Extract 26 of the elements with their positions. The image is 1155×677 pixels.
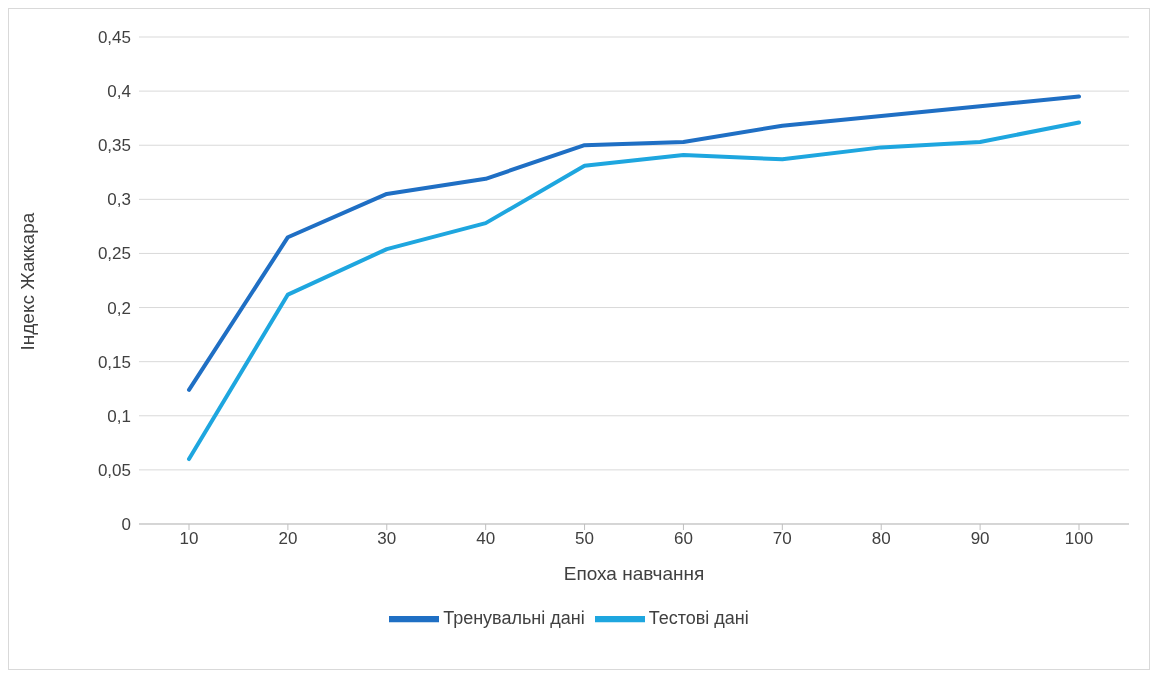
line-series [187, 120, 1081, 462]
y-tick-label: 0,25 [97, 244, 131, 264]
x-tick-label: 70 [772, 529, 792, 549]
legend-label: Тренувальні дані [443, 607, 585, 628]
y-tick-label: 0,3 [107, 190, 131, 210]
x-axis-title: Епоха навчання [563, 563, 705, 584]
x-tick-label: 60 [673, 529, 693, 549]
x-tick-label: 20 [278, 529, 298, 549]
y-tick-label: 0,35 [97, 136, 131, 156]
x-tick-label: 90 [970, 529, 990, 549]
y-tick-label: 0,2 [107, 298, 131, 318]
y-tick-label: 0,1 [107, 406, 131, 426]
line-series [187, 94, 1081, 392]
y-tick-label: 0,05 [97, 460, 131, 480]
x-tick-label: 30 [377, 529, 397, 549]
y-tick-label: 0,45 [97, 28, 131, 48]
x-tick-label: 80 [871, 529, 891, 549]
x-tick-label: 10 [179, 529, 199, 549]
y-tick-label: 0,15 [97, 352, 131, 372]
x-tick-label: 50 [575, 529, 595, 549]
y-axis-title: Індекс Жаккара [16, 212, 38, 351]
y-tick-label: 0 [121, 515, 131, 535]
y-tick-label: 0,4 [107, 82, 131, 102]
legend-label: Тестові дані [648, 607, 749, 628]
x-tick-label: 40 [476, 529, 496, 549]
x-tick-label: 100 [1064, 529, 1094, 549]
